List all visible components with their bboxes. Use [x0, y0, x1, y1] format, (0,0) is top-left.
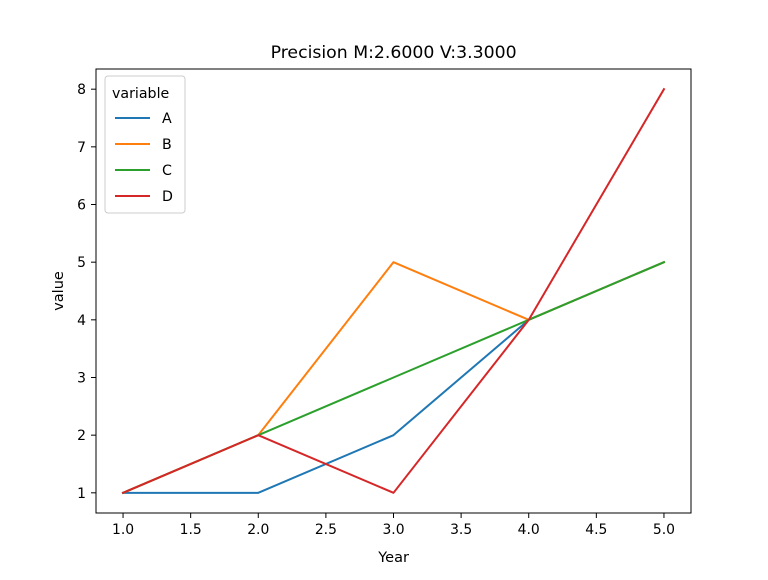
x-tick-label: 2.0: [247, 522, 269, 538]
y-tick-label: 3: [77, 370, 86, 386]
y-tick-label: 7: [77, 140, 86, 156]
legend-label-c: C: [162, 163, 172, 179]
x-tick-label: 3.5: [450, 522, 472, 538]
x-tick-label: 1.0: [112, 522, 134, 538]
y-axis-label: value: [51, 271, 67, 311]
y-tick-label: 5: [77, 255, 86, 271]
legend-label-b: B: [162, 137, 172, 153]
chart-title: Precision M:2.6000 V:3.3000: [271, 43, 517, 63]
y-tick-label: 1: [77, 486, 86, 502]
y-tick-label: 4: [77, 313, 86, 329]
legend-title: variable: [112, 86, 169, 102]
y-tick-label: 8: [77, 82, 86, 98]
legend-label-d: D: [162, 189, 173, 205]
y-tick-label: 2: [77, 428, 86, 444]
x-tick-label: 1.5: [180, 522, 202, 538]
y-tick-label: 6: [77, 198, 86, 214]
x-tick-label: 4.0: [518, 522, 540, 538]
x-tick-label: 5.0: [653, 522, 675, 538]
x-tick-label: 3.0: [382, 522, 404, 538]
x-tick-label: 2.5: [315, 522, 337, 538]
legend-label-a: A: [162, 111, 172, 127]
x-tick-label: 4.5: [585, 522, 607, 538]
x-axis-label: Year: [377, 550, 409, 566]
series-line-d: [121, 87, 666, 495]
